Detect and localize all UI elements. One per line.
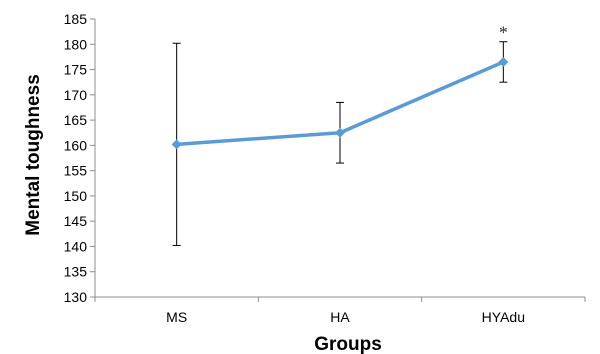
error-bars: [172, 41, 508, 246]
x-tick-label: HA: [330, 309, 350, 325]
x-axis-title: Groups: [314, 334, 382, 354]
y-tick-label: 145: [64, 213, 88, 229]
y-tick-label: 185: [64, 11, 88, 27]
y-tick-label: 180: [64, 36, 88, 52]
y-tick-label: 170: [64, 87, 88, 103]
significance-marker: *: [499, 23, 508, 43]
y-tick-label: 160: [64, 137, 88, 153]
x-tick-label: HYAdu: [482, 309, 525, 325]
y-tick-label: 130: [64, 289, 88, 305]
y-tick-label: 150: [64, 188, 88, 204]
data-point: [171, 139, 182, 150]
y-tick-label: 175: [64, 62, 88, 78]
data-point: [335, 127, 345, 138]
y-axis-title: Mental toughness: [23, 74, 44, 236]
y-tick-label: 155: [64, 163, 88, 179]
axes: 130 135 140 145 150 155 160 165 170 175 180 185 MS HA…: [64, 11, 586, 325]
x-tick-label: MS: [166, 309, 187, 325]
data-point: [498, 56, 509, 67]
y-tick-label: 165: [64, 112, 88, 128]
y-tick-label: 135: [64, 264, 88, 280]
series-group: [171, 56, 509, 150]
y-tick-label: 140: [64, 238, 88, 254]
annotations: *: [499, 23, 508, 43]
